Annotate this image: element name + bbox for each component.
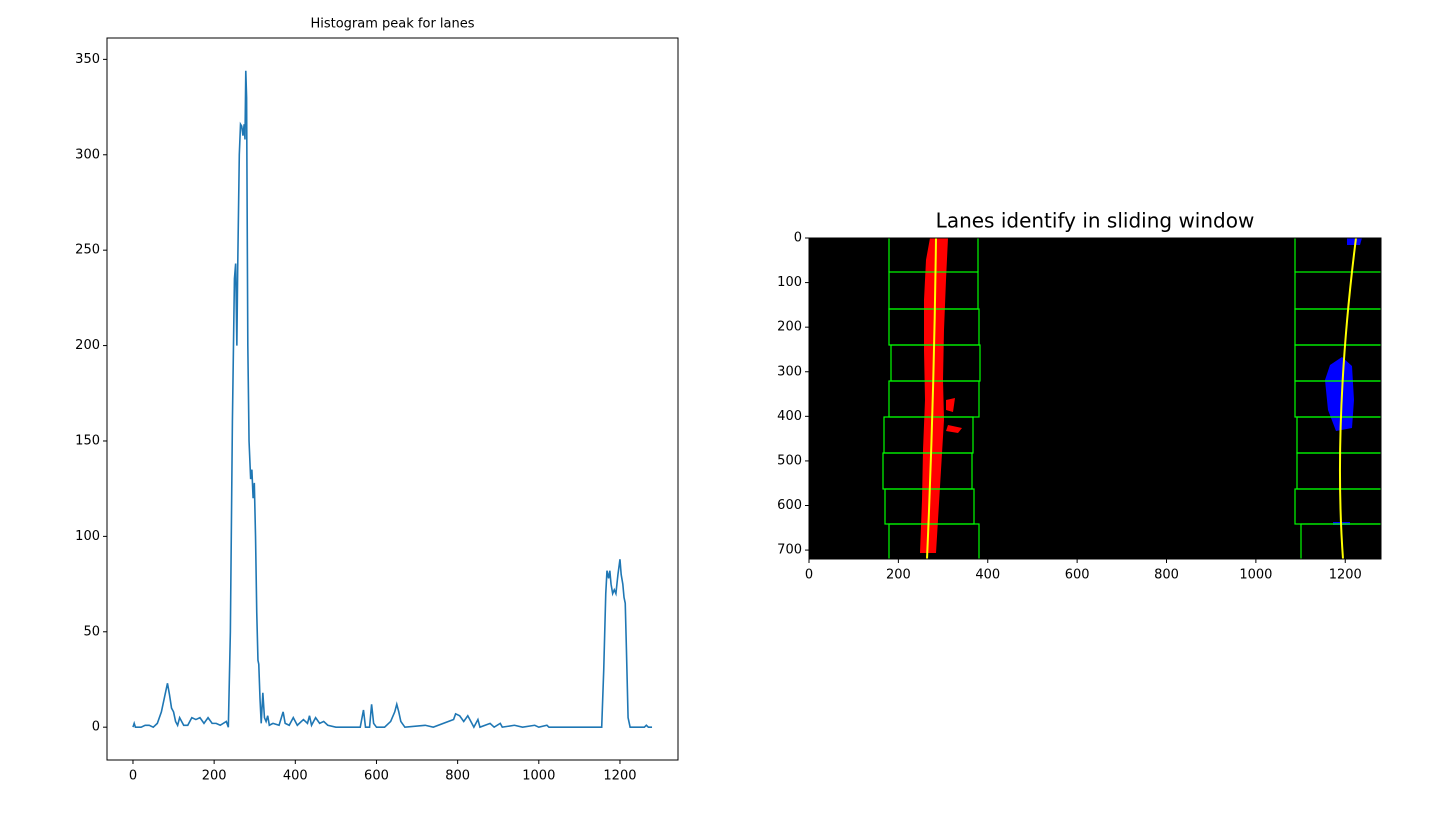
y-tick-label: 200 <box>777 320 802 335</box>
left-lane-pixels <box>946 398 962 433</box>
right-lane-fit <box>1338 238 1357 559</box>
x-tick-label: 400 <box>283 769 308 784</box>
y-tick-label: 150 <box>75 433 100 448</box>
x-tick-label: 800 <box>445 769 470 784</box>
y-tick-label: 250 <box>75 243 100 258</box>
x-tick-label: 0 <box>129 769 137 784</box>
y-tick-label: 600 <box>777 498 802 513</box>
axes-frame <box>808 237 1382 560</box>
x-tick-label: 1200 <box>603 769 636 784</box>
y-tick-label: 100 <box>777 275 802 290</box>
x-tick-label: 1200 <box>1329 568 1362 583</box>
axes-frame <box>106 37 679 761</box>
x-tick-label: 600 <box>364 769 389 784</box>
image-background <box>809 238 1381 559</box>
data-line <box>132 70 653 729</box>
x-tick-label: 0 <box>805 568 813 583</box>
y-tick-label: 300 <box>75 147 100 162</box>
sliding-windows <box>882 238 1381 559</box>
y-tick-label: 700 <box>777 543 802 558</box>
y-tick-label: 0 <box>92 720 100 735</box>
x-tick-label: 1000 <box>1239 568 1272 583</box>
y-tick-label: 500 <box>777 453 802 468</box>
y-tick-label: 400 <box>777 409 802 424</box>
x-tick-label: 600 <box>1065 568 1090 583</box>
x-tick-label: 1000 <box>522 769 555 784</box>
x-tick-label: 200 <box>886 568 911 583</box>
left-lane-fit <box>926 238 937 559</box>
y-tick-label: 350 <box>75 52 100 67</box>
y-tick-label: 200 <box>75 338 100 353</box>
x-tick-label: 400 <box>975 568 1000 583</box>
lane-image <box>809 238 1381 559</box>
chart-title: Histogram peak for lanes <box>310 17 474 32</box>
x-tick-label: 200 <box>202 769 227 784</box>
y-tick-label: 0 <box>794 231 802 246</box>
x-tick-label: 800 <box>1154 568 1179 583</box>
y-tick-label: 300 <box>777 364 802 379</box>
chart-title: Lanes identify in sliding window <box>936 209 1255 233</box>
y-tick-label: 100 <box>75 529 100 544</box>
left-lane-pixels <box>920 238 948 553</box>
y-tick-label: 50 <box>83 624 100 639</box>
